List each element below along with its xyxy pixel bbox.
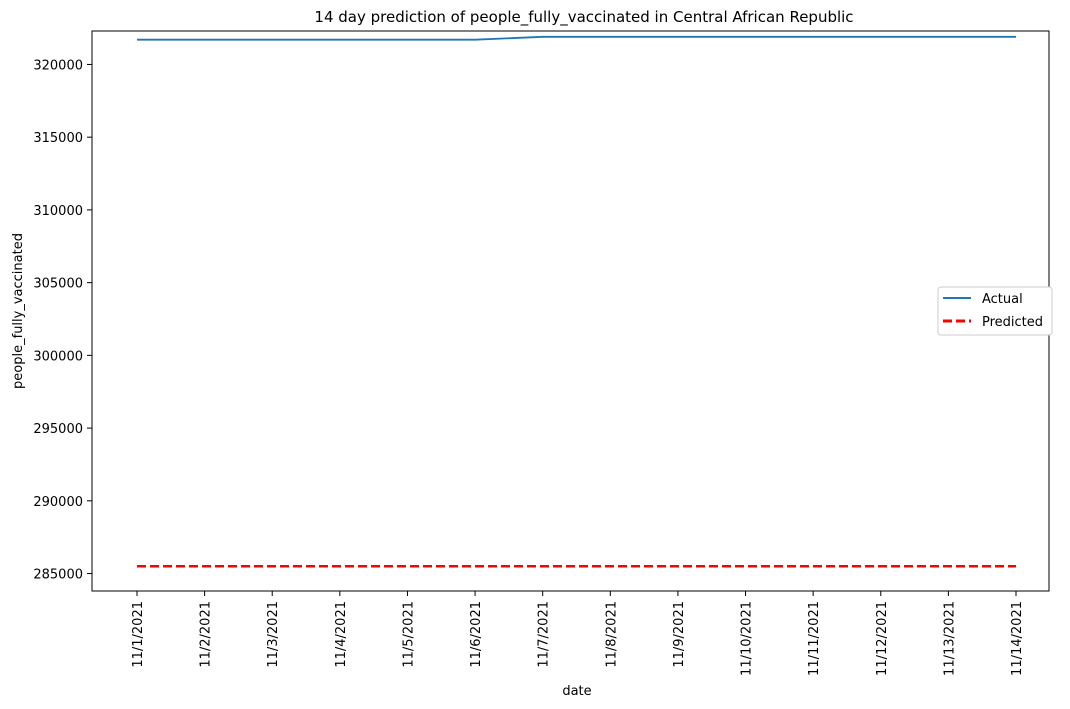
y-tick-label: 285000 (33, 568, 83, 583)
series-line-actual (137, 35, 1016, 41)
legend: Actual Predicted (937, 286, 1053, 336)
x-tick-label: 11/6/2021 (469, 601, 484, 668)
y-tick-label: 290000 (33, 495, 83, 510)
x-tick-label: 11/3/2021 (266, 601, 281, 668)
x-tick-label: 11/11/2021 (807, 601, 822, 676)
x-tick-label: 11/5/2021 (401, 601, 416, 668)
x-tick-label: 11/12/2021 (875, 601, 890, 676)
y-tick-label: 310000 (33, 204, 83, 219)
plot-area (91, 30, 1050, 592)
x-tick-label: 11/13/2021 (942, 601, 957, 676)
y-axis-title: people_fully_vaccinated (11, 233, 26, 389)
y-tick-label: 295000 (33, 422, 83, 437)
x-axis-title: date (562, 684, 591, 699)
x-tick-label: 11/9/2021 (672, 601, 687, 668)
legend-label-predicted: Predicted (982, 315, 1043, 330)
series-layer (137, 35, 1016, 568)
legend-label-actual: Actual (982, 292, 1023, 307)
y-tick-label: 315000 (33, 131, 83, 146)
x-tick-label: 11/7/2021 (537, 601, 552, 668)
x-tick-label: 11/8/2021 (604, 601, 619, 668)
x-tick-label: 11/4/2021 (334, 601, 349, 668)
y-tick-label: 300000 (33, 349, 83, 364)
x-tick-label: 11/10/2021 (740, 601, 755, 676)
x-tick-label: 11/2/2021 (199, 601, 214, 668)
y-tick-label: 305000 (33, 277, 83, 292)
x-tick-label: 11/1/2021 (131, 601, 146, 668)
x-axis: 11/1/2021 11/2/2021 11/3/2021 11/4/2021 11/5… (131, 591, 1025, 676)
chart-title: 14 day prediction of people_fully_vaccin… (314, 8, 853, 27)
y-tick-label: 320000 (33, 58, 83, 73)
x-tick-label: 11/14/2021 (1010, 601, 1025, 676)
y-axis: 285000 290000 295000 300000 305000 310000 3150… (33, 58, 92, 583)
